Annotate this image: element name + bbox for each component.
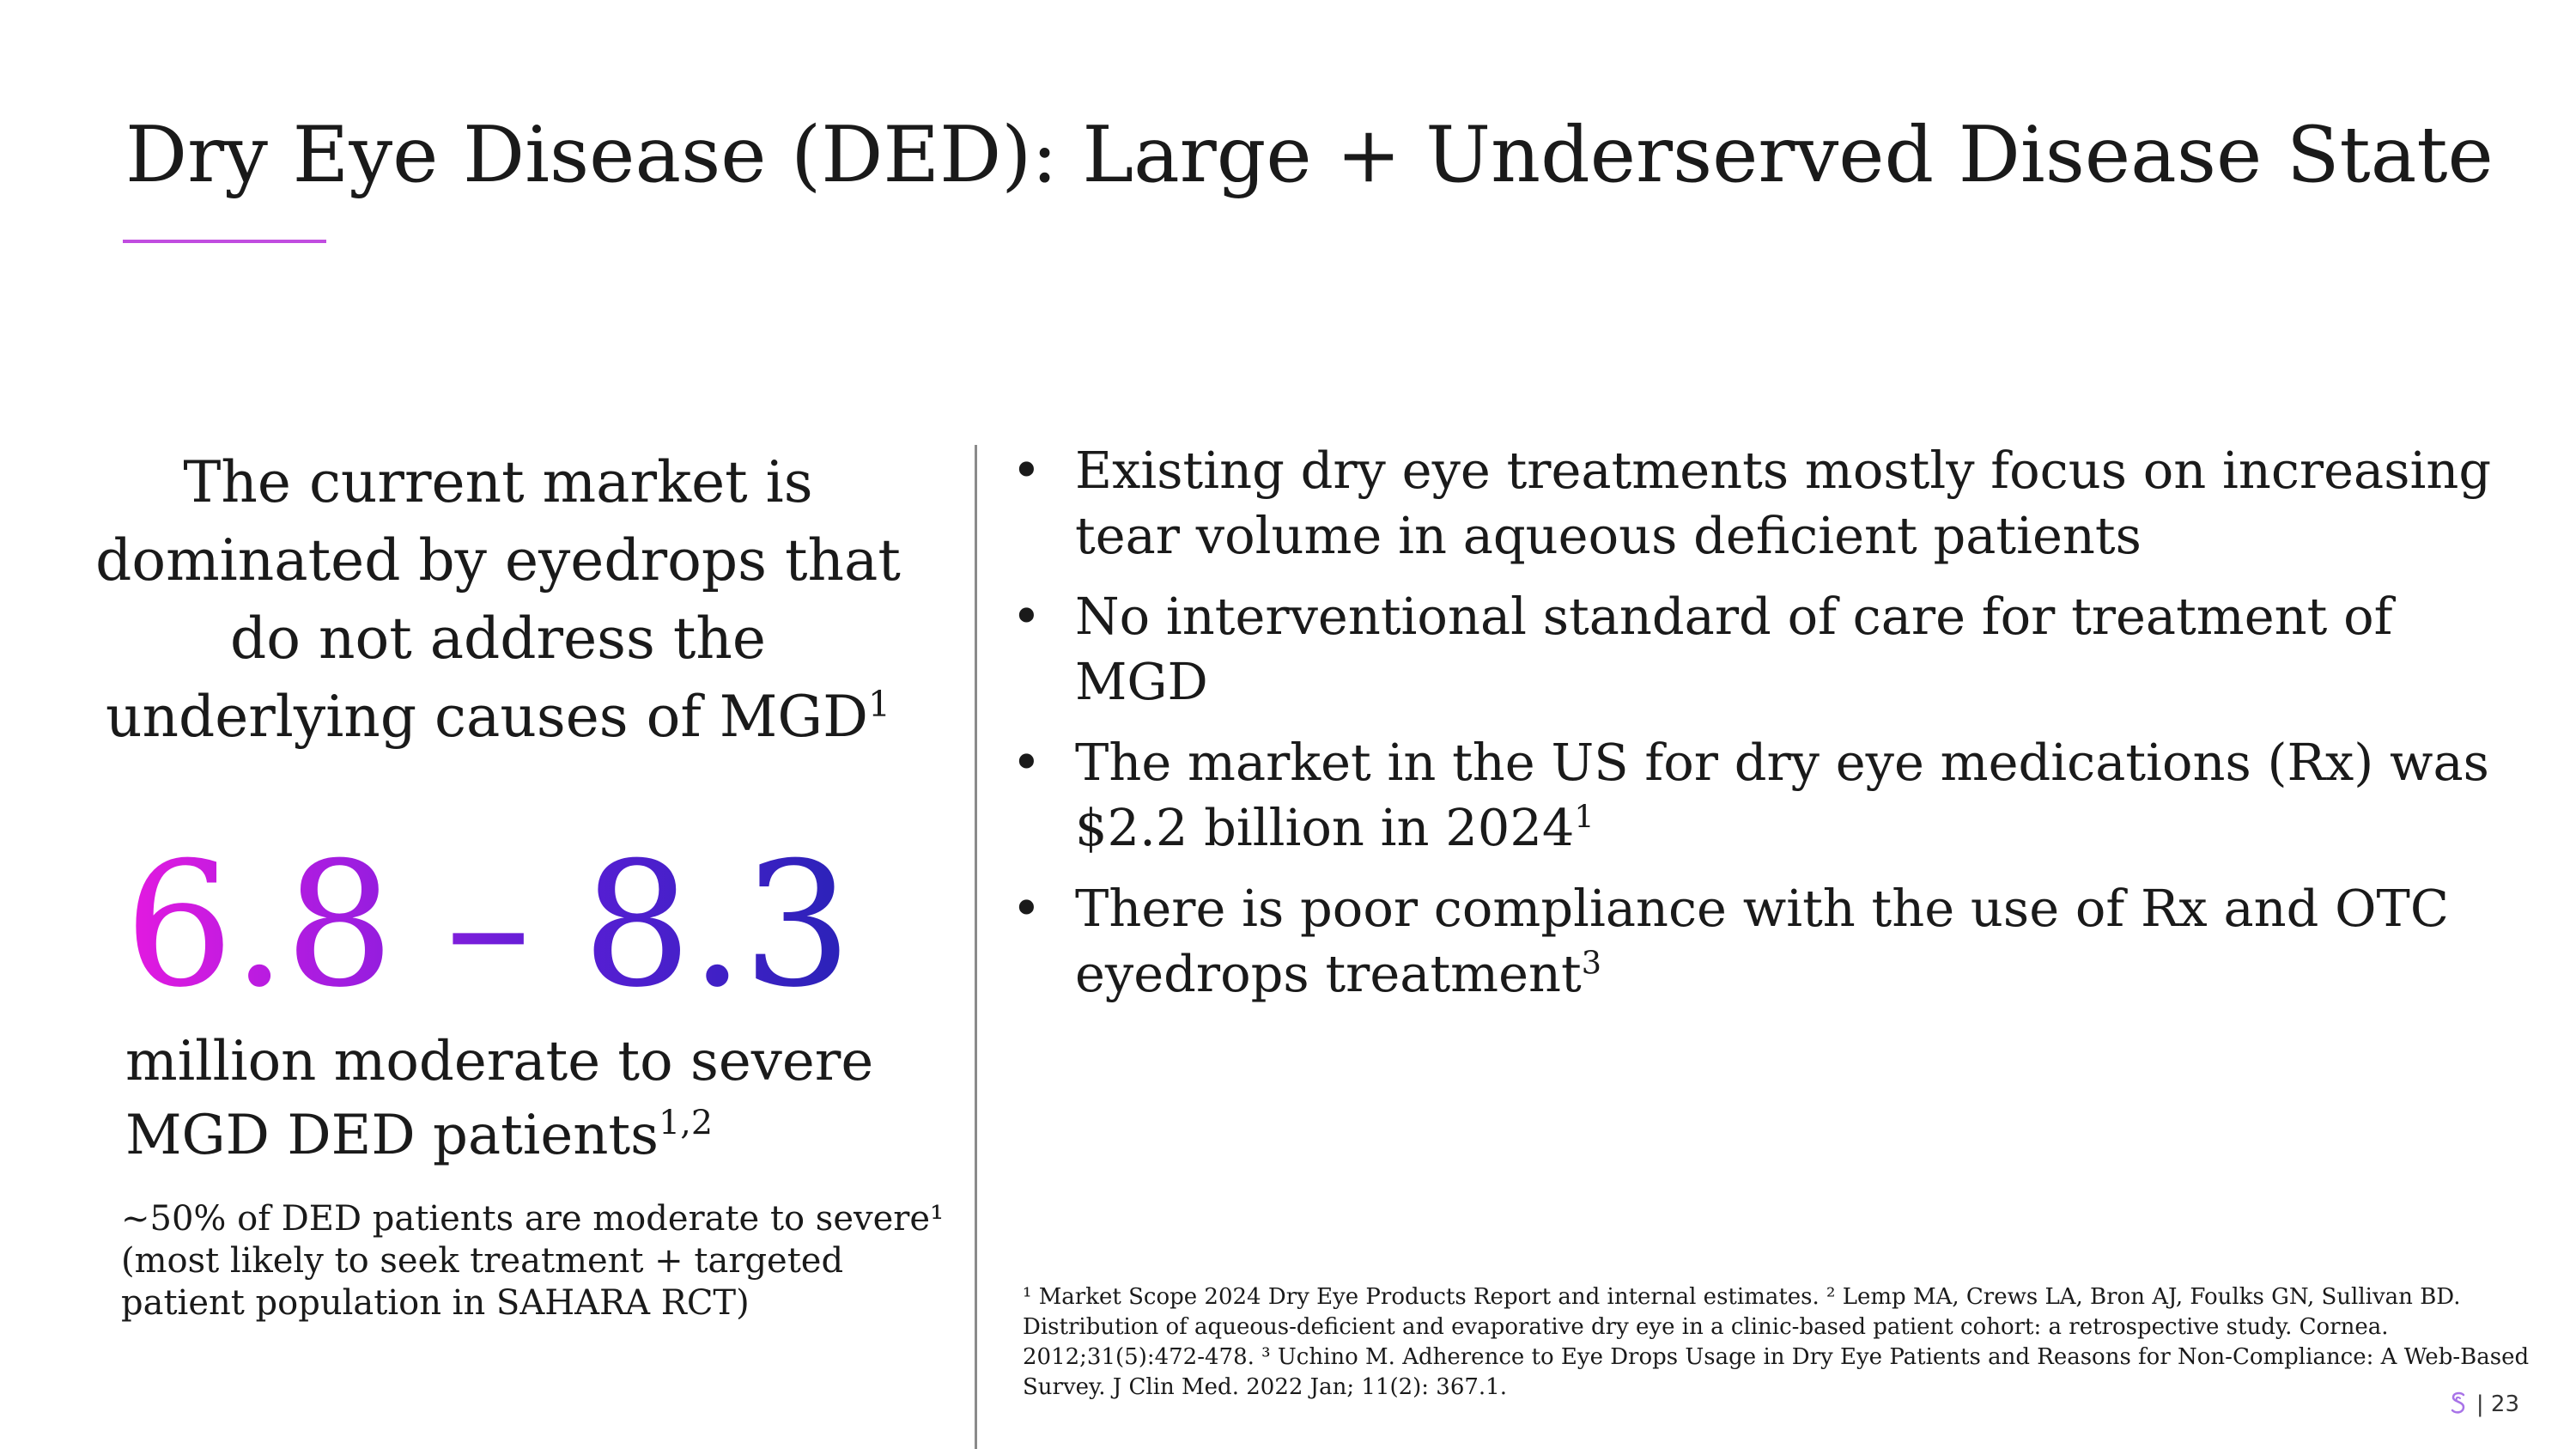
bullet-icon: •	[1012, 587, 1042, 646]
page-number: | 23	[2476, 1391, 2519, 1417]
slide-footer: | 23	[2449, 1391, 2519, 1417]
bullet-item: • No interventional standard of care for …	[1012, 584, 2523, 715]
bullet-icon: •	[1012, 733, 1042, 792]
bullet-icon: •	[1012, 441, 1042, 500]
company-logo-icon	[2451, 1391, 2465, 1414]
bullet-text: No interventional standard of care for t…	[1075, 587, 2393, 711]
patient-count-stat: 6.8 – 8.3	[125, 823, 852, 1029]
patient-count-label-text: million moderate to severe MGD DED patie…	[125, 1030, 874, 1167]
bullet-icon: •	[1012, 879, 1042, 938]
market-bullet-list: • Existing dry eye treatments mostly focu…	[1012, 438, 2523, 1022]
slide-title: Dry Eye Disease (DED): Large + Underserv…	[125, 110, 2494, 200]
title-underline	[123, 240, 326, 243]
bullet-text: The market in the US for dry eye medicat…	[1075, 733, 2489, 857]
severity-note: ~50% of DED patients are moderate to sev…	[121, 1199, 945, 1323]
bullet-item: • The market in the US for dry eye medica…	[1012, 730, 2523, 861]
market-summary-footnote-ref: 1	[868, 684, 891, 725]
bullet-text: Existing dry eye treatments mostly focus…	[1075, 441, 2492, 565]
bullet-text: There is poor compliance with the use of…	[1075, 879, 2450, 1003]
market-summary-heading: The current market is dominated by eyedr…	[86, 443, 910, 756]
bullet-item: • Existing dry eye treatments mostly focu…	[1012, 438, 2523, 569]
market-summary-text: The current market is dominated by eyedr…	[95, 449, 901, 750]
bullet-item: • There is poor compliance with the use o…	[1012, 876, 2523, 1007]
bullet-footnote-ref: 3	[1581, 944, 1602, 982]
bullet-footnote-ref: 1	[1574, 798, 1595, 836]
patient-count-label: million moderate to severe MGD DED patie…	[125, 1025, 950, 1172]
column-divider	[975, 445, 977, 1449]
patient-count-footnote-ref: 1,2	[658, 1103, 714, 1143]
references-footnotes: ¹ Market Scope 2024 Dry Eye Products Rep…	[1023, 1284, 2530, 1400]
